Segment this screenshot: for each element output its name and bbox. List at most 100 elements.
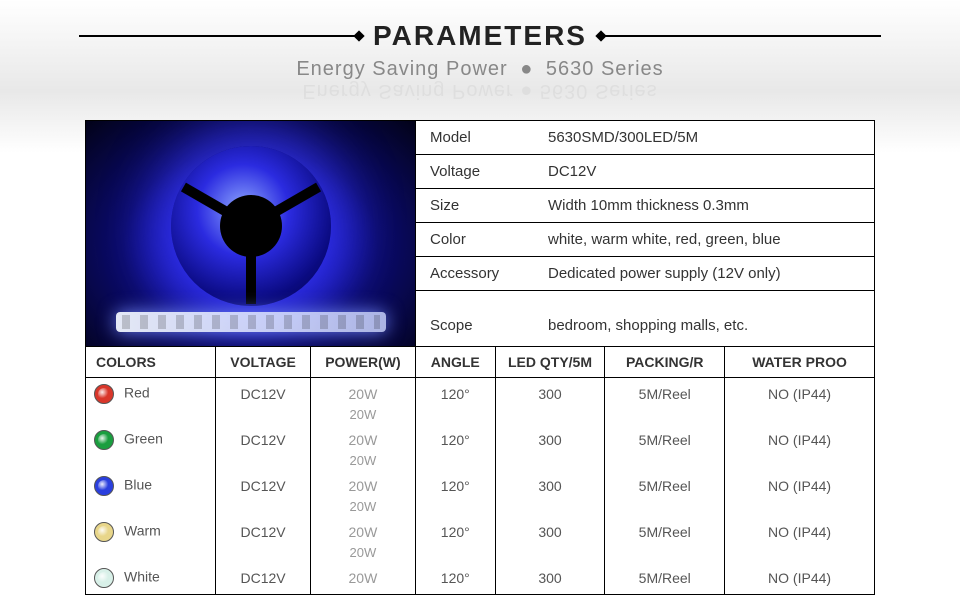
cell-voltage: DC12V xyxy=(216,562,311,594)
cell-color: Blue xyxy=(86,470,216,502)
cell-ledqty: 300 xyxy=(495,470,605,502)
cell-packing: 5M/Reel xyxy=(605,562,725,594)
table-body: RedDC12V20W120°3005M/ReelNO (IP44) 20W G… xyxy=(86,378,874,595)
cell-power: 20W xyxy=(311,516,416,548)
spec-value: Dedicated power supply (12V only) xyxy=(524,265,874,282)
spec-row: VoltageDC12V xyxy=(416,155,874,189)
cell-ledqty: 300 xyxy=(495,562,605,594)
spec-label: Accessory xyxy=(416,265,524,282)
divider-right xyxy=(601,35,881,37)
cell-voltage: DC12V xyxy=(216,378,311,411)
spec-value: DC12V xyxy=(524,163,874,180)
data-table: COLORS VOLTAGE POWER(W) ANGLE LED QTY/5M… xyxy=(86,347,874,594)
cell-packing: 5M/Reel xyxy=(605,378,725,411)
cell-angle: 120° xyxy=(415,516,495,548)
cell-ledqty: 300 xyxy=(495,378,605,411)
cell-power: 20W xyxy=(311,424,416,456)
cell-angle: 120° xyxy=(415,424,495,456)
subtitle-right: 5630 Series xyxy=(546,58,664,80)
cell-waterproof: NO (IP44) xyxy=(725,378,874,411)
product-image xyxy=(86,121,416,346)
top-area: Model5630SMD/300LED/5MVoltageDC12VSizeWi… xyxy=(86,121,874,347)
cell-waterproof: NO (IP44) xyxy=(725,516,874,548)
spec-row: Model5630SMD/300LED/5M xyxy=(416,121,874,155)
cell-angle: 120° xyxy=(415,562,495,594)
subtitle-left: Energy Saving Power xyxy=(296,58,507,80)
cell-angle: 120° xyxy=(415,470,495,502)
spec-value: white, warm white, red, green, blue xyxy=(524,231,874,248)
spec-label: Model xyxy=(416,129,524,146)
cell-color: White xyxy=(86,562,216,594)
col-power: POWER(W) xyxy=(311,347,416,378)
led-reel-icon xyxy=(171,146,331,306)
cell-power: 20W xyxy=(311,378,416,411)
led-strip-icon xyxy=(116,312,386,332)
divider-left xyxy=(79,35,359,37)
bullet-icon: ● xyxy=(514,58,539,80)
parameters-panel: Model5630SMD/300LED/5MVoltageDC12VSizeWi… xyxy=(85,120,875,595)
spec-list: Model5630SMD/300LED/5MVoltageDC12VSizeWi… xyxy=(416,121,874,346)
cell-power: 20W xyxy=(311,562,416,594)
cell-ledqty: 300 xyxy=(495,516,605,548)
cell-packing: 5M/Reel xyxy=(605,470,725,502)
col-ledqty: LED QTY/5M xyxy=(495,347,605,378)
color-swatch-icon xyxy=(94,568,114,588)
cell-waterproof: NO (IP44) xyxy=(725,424,874,456)
col-waterproof: WATER PROO xyxy=(725,347,874,378)
cell-color: Green xyxy=(86,424,216,456)
header: PARAMETERS Energy Saving Power ● 5630 Se… xyxy=(0,0,960,102)
spec-label: Scope xyxy=(416,317,524,334)
cell-power: 20W xyxy=(311,470,416,502)
col-angle: ANGLE xyxy=(415,347,495,378)
cell-power-extra: 20W xyxy=(311,548,416,562)
cell-power-extra: 20W xyxy=(311,456,416,470)
spec-row: Scopebedroom, shopping malls, etc. xyxy=(416,305,874,345)
spec-label: Size xyxy=(416,197,524,214)
color-swatch-icon xyxy=(94,476,114,496)
cell-waterproof: NO (IP44) xyxy=(725,562,874,594)
color-name: Warm xyxy=(124,523,161,539)
cell-voltage: DC12V xyxy=(216,516,311,548)
table-header-row: COLORS VOLTAGE POWER(W) ANGLE LED QTY/5M… xyxy=(86,347,874,378)
cell-ledqty: 300 xyxy=(495,424,605,456)
color-name: White xyxy=(124,569,160,585)
spec-value: bedroom, shopping malls, etc. xyxy=(524,317,874,334)
cell-packing: 5M/Reel xyxy=(605,516,725,548)
page-title: PARAMETERS xyxy=(373,20,587,52)
spec-row: Colorwhite, warm white, red, green, blue xyxy=(416,223,874,257)
cell-angle: 120° xyxy=(415,378,495,411)
color-name: Blue xyxy=(124,477,152,493)
table-row-power-extra: 20W xyxy=(86,548,874,562)
subtitle: Energy Saving Power ● 5630 Series xyxy=(0,58,960,81)
title-row: PARAMETERS xyxy=(0,20,960,52)
cell-waterproof: NO (IP44) xyxy=(725,470,874,502)
spec-value: Width 10mm thickness 0.3mm xyxy=(524,197,874,214)
table-row: Blue DC12V20W120°3005M/ReelNO (IP44) xyxy=(86,470,874,502)
spec-label: Voltage xyxy=(416,163,524,180)
cell-voltage: DC12V xyxy=(216,470,311,502)
table-row-power-extra: 20W xyxy=(86,410,874,424)
cell-voltage: DC12V xyxy=(216,424,311,456)
cell-power-extra: 20W xyxy=(311,502,416,516)
cell-color: Red xyxy=(86,378,216,411)
table-row: Green DC12V20W120°3005M/ReelNO (IP44) xyxy=(86,424,874,456)
col-colors: COLORS xyxy=(86,347,216,378)
table-row: Warm DC12V20W120°3005M/ReelNO (IP44) xyxy=(86,516,874,548)
table-row: White DC12V20W120°3005M/ReelNO (IP44) xyxy=(86,562,874,594)
spec-row: SizeWidth 10mm thickness 0.3mm xyxy=(416,189,874,223)
cell-power-extra: 20W xyxy=(311,410,416,424)
spec-value: 5630SMD/300LED/5M xyxy=(524,129,874,146)
col-packing: PACKING/R xyxy=(605,347,725,378)
subtitle-reflection: Energy Saving Power ● 5630 Series xyxy=(0,79,960,102)
col-voltage: VOLTAGE xyxy=(216,347,311,378)
color-name: Green xyxy=(124,431,163,447)
cell-color: Warm xyxy=(86,516,216,548)
color-swatch-icon xyxy=(94,522,114,542)
table-row-power-extra: 20W xyxy=(86,456,874,470)
cell-packing: 5M/Reel xyxy=(605,424,725,456)
color-swatch-icon xyxy=(94,430,114,450)
color-swatch-icon xyxy=(94,384,114,404)
spec-gap xyxy=(416,291,874,305)
table-row-power-extra: 20W xyxy=(86,502,874,516)
spec-label: Color xyxy=(416,231,524,248)
